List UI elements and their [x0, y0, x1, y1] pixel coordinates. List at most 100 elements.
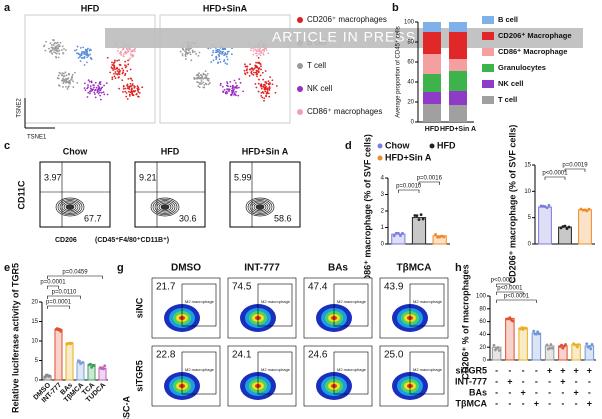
tsne-dot: [122, 53, 125, 55]
tsne-dot: [124, 51, 126, 54]
legend-label: T cell: [307, 61, 326, 70]
label: BAs: [328, 263, 348, 274]
tsne-dot: [263, 99, 265, 102]
replicate-dot: [492, 343, 496, 347]
bar: [98, 367, 107, 381]
stacked-segment: [449, 71, 467, 91]
tsne-dot: [181, 47, 184, 50]
condition-sign: +: [560, 376, 565, 386]
tsne-dot: [68, 73, 71, 76]
contour: [251, 201, 269, 213]
p-value: p<0.0001: [491, 278, 517, 284]
significance-bracket: [47, 285, 59, 289]
replicate-dot: [549, 343, 553, 346]
tsne-dot: [266, 92, 269, 94]
replicate-dot: [70, 341, 74, 345]
tsne-dot: [244, 65, 247, 68]
tsne-dot: [118, 87, 121, 90]
tsne-dot: [89, 85, 92, 88]
tsne-dot: [133, 48, 135, 51]
tsne-dot: [257, 53, 260, 55]
tsne-dot: [97, 84, 100, 87]
tsne-dot: [255, 86, 258, 89]
tsne-dot: [131, 84, 134, 87]
tsne-dot: [131, 92, 133, 95]
legend-label: CD206⁺ macrophages: [307, 15, 387, 24]
tsne-dot: [192, 50, 194, 53]
p-value: p=0.0110: [52, 290, 77, 296]
gate: [257, 351, 293, 395]
stacked-segment: [423, 32, 441, 54]
tsne-dot: [131, 83, 134, 86]
replicate-dot: [534, 332, 538, 336]
tsne-dot: [111, 78, 114, 81]
tsne-dot: [113, 75, 116, 78]
tsne-dot: [257, 57, 260, 59]
tsne-dot: [207, 47, 210, 50]
legend-label: Granulocytes: [498, 63, 546, 72]
gate-label: M2 macrophage: [337, 367, 367, 372]
tsne-dot: [95, 86, 98, 89]
tsne-dot: [130, 50, 133, 53]
tsne-dot: [251, 73, 253, 75]
tsne-dot: [184, 58, 187, 60]
tsne-dot: [265, 86, 267, 89]
p-value: p=0.0459: [62, 270, 88, 276]
tsne-dot: [87, 84, 89, 87]
tsne-dot: [260, 91, 263, 94]
tsne-dot: [203, 83, 206, 86]
tsne-dot: [207, 83, 210, 86]
tsne-dot: [224, 91, 227, 94]
axis-label: CD11C: [16, 180, 26, 210]
tsne-dot: [55, 49, 58, 52]
tsne-dot: [229, 93, 232, 96]
tsne-dot: [66, 81, 69, 84]
tsne-dot: [212, 59, 215, 62]
tsne-dot: [266, 88, 269, 91]
tsne-dot: [92, 84, 95, 87]
tsne-dot: [198, 51, 201, 54]
tsne-dot: [274, 91, 277, 94]
condition-sign: -: [508, 398, 511, 408]
tsne-dot: [125, 95, 128, 98]
legend-label: CD86⁺ Macrophage: [498, 47, 567, 56]
y-tick-label: 0: [528, 242, 532, 248]
tsne-dot: [62, 75, 65, 78]
tsne-dot: [260, 50, 263, 53]
tsne-dot: [57, 43, 60, 46]
tsne-dot: [65, 74, 68, 77]
gate-label: M2 macrophage: [413, 367, 443, 372]
replicate-dot: [419, 213, 423, 217]
tsne-dot: [103, 93, 106, 96]
legend-label: CD86⁺ macrophages: [307, 107, 382, 116]
tsne-dot: [55, 55, 57, 58]
tsne-dot: [137, 91, 140, 93]
tsne-dot: [99, 89, 102, 92]
tsne-dot: [90, 81, 93, 84]
condition-sign: +: [587, 398, 592, 408]
gate-label: M2 macrophage: [261, 299, 291, 304]
condition-sign: -: [508, 387, 511, 397]
tsne-dot: [260, 94, 263, 97]
stacked-segment: [423, 22, 441, 32]
tsne-dot: [64, 49, 67, 52]
tsne-dot: [89, 48, 91, 51]
tsne-dot: [120, 54, 123, 56]
replicate-dot: [563, 224, 567, 228]
bar: [505, 317, 515, 361]
tsne-dot: [224, 62, 227, 65]
quadrant-value: 3.97: [44, 172, 62, 182]
replicate-dot: [392, 234, 396, 238]
tsne-dot: [86, 50, 89, 53]
tsne-dot: [122, 87, 125, 90]
tsne-dot: [228, 88, 230, 91]
tsne-dot: [89, 90, 92, 93]
gate-value: 21.7: [156, 282, 176, 293]
tsne-dot: [229, 80, 232, 83]
tsne-dot: [97, 92, 100, 95]
stacked-segment: [449, 91, 467, 105]
tsne-dot: [103, 84, 105, 87]
tsne-dot: [83, 64, 86, 66]
significance-bracket: [47, 305, 70, 309]
tsne-dot: [121, 72, 124, 75]
